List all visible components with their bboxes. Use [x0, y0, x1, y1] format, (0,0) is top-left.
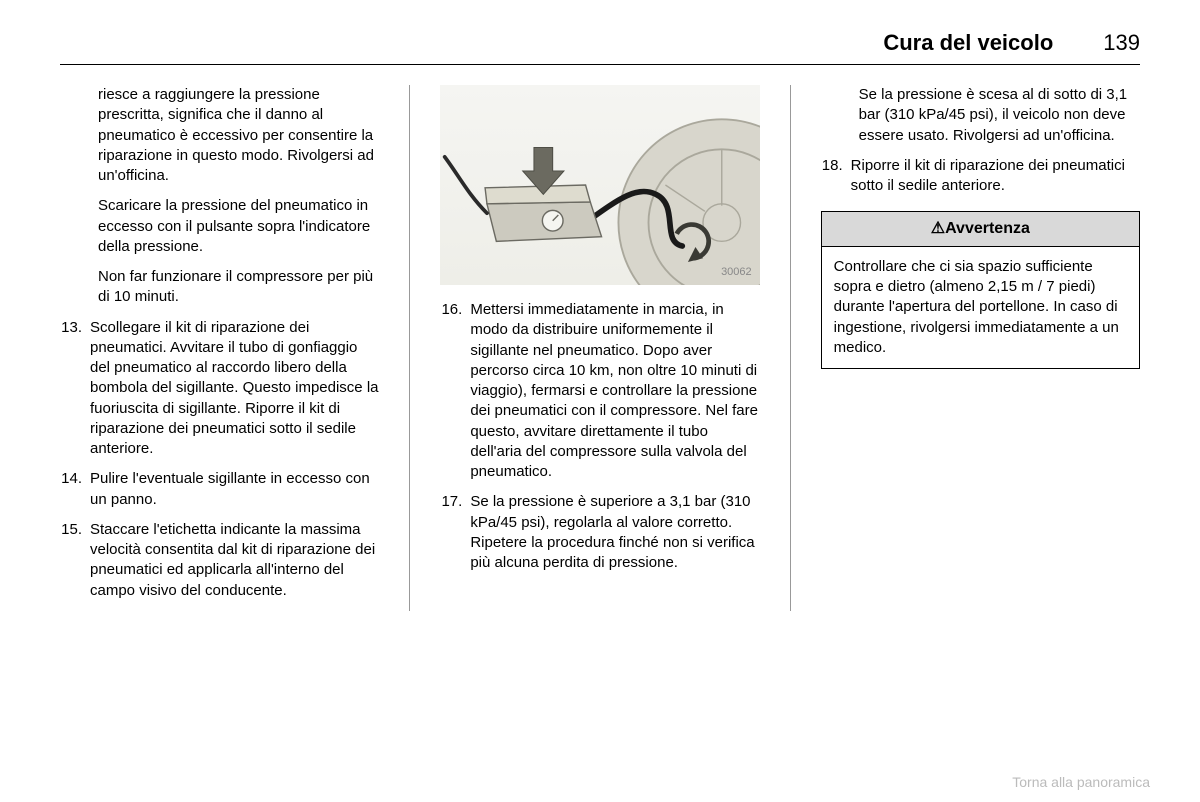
paragraph-2: Scaricare la pressione del pneumatico in…: [98, 196, 379, 257]
list-item-15: 15. Staccare l'etichetta indicante la ma…: [60, 520, 379, 601]
warning-header: ⚠Avvertenza: [822, 212, 1139, 247]
list-num-16: 16.: [440, 300, 470, 482]
list-num-17: 17.: [440, 492, 470, 573]
list-item-16: 16. Mettersi immediatamente in marcia, i…: [440, 300, 759, 482]
intro-paragraph: riesce a raggiungere la pressione prescr…: [98, 85, 379, 186]
column-divider-2: [790, 85, 791, 611]
content-columns: riesce a raggiungere la pressione prescr…: [60, 85, 1140, 611]
list-item-14: 14. Pulire l'eventuale sigillante in ecc…: [60, 469, 379, 510]
back-to-overview-link[interactable]: Torna alla panoramica: [1012, 774, 1150, 790]
list-text-15: Staccare l'etichetta indicante la massim…: [90, 520, 379, 601]
list-text-17: Se la pressione è superiore a 3,1 bar (3…: [470, 492, 759, 573]
list-num-15: 15.: [60, 520, 90, 601]
list-text-14: Pulire l'eventuale sigillante in eccesso…: [90, 469, 379, 510]
header-page-number: 139: [1103, 30, 1140, 56]
warning-title: Avvertenza: [945, 220, 1030, 237]
list-text-16: Mettersi immediatamente in marcia, in mo…: [470, 300, 759, 482]
warning-box: ⚠Avvertenza Controllare che ci sia spazi…: [821, 211, 1140, 369]
figure-label: 30062: [721, 265, 752, 280]
compressor-figure: 30062: [440, 85, 759, 285]
list-num-14: 14.: [60, 469, 90, 510]
list-text-18: Riporre il kit di riparazione dei pneuma…: [851, 156, 1140, 197]
list-item-17: 17. Se la pressione è superiore a 3,1 ba…: [440, 492, 759, 573]
header-title: Cura del veicolo: [883, 30, 1053, 56]
list-item-18: 18. Riporre il kit di riparazione dei pn…: [821, 156, 1140, 197]
list-num-13: 13.: [60, 318, 90, 460]
col3-paragraph-1: Se la pressione è scesa al di sotto di 3…: [859, 85, 1140, 146]
page-header: Cura del veicolo 139: [60, 30, 1140, 65]
column-divider-1: [409, 85, 410, 611]
warning-triangle-icon: ⚠: [931, 220, 945, 237]
paragraph-3: Non far funzionare il compressore per pi…: [98, 267, 379, 308]
list-item-13: 13. Scollegare il kit di riparazione dei…: [60, 318, 379, 460]
column-3: Se la pressione è scesa al di sotto di 3…: [821, 85, 1140, 611]
list-num-18: 18.: [821, 156, 851, 197]
column-1: riesce a raggiungere la pressione prescr…: [60, 85, 379, 611]
compressor-illustration-icon: [440, 85, 759, 285]
warning-body: Controllare che ci sia spazio sufficient…: [822, 247, 1139, 368]
column-2: 30062 16. Mettersi immediatamente in mar…: [440, 85, 759, 611]
list-text-13: Scollegare il kit di riparazione dei pne…: [90, 318, 379, 460]
